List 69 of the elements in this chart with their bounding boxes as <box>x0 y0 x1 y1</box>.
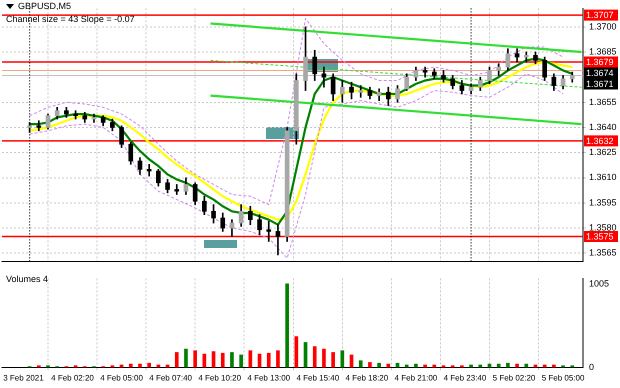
bar <box>524 364 528 368</box>
bar <box>496 364 501 368</box>
bar <box>285 283 289 368</box>
bar <box>258 354 262 368</box>
x-tick-label: 4 Feb 13:00 <box>247 373 291 382</box>
bar <box>248 350 252 368</box>
bar <box>120 364 124 368</box>
bar <box>331 352 335 368</box>
bar <box>488 364 492 368</box>
bar <box>184 348 188 368</box>
y-tick-label: 1.3595 <box>589 197 617 208</box>
chart-title: GBPUSD,M5 <box>18 1 72 11</box>
bar <box>322 348 326 368</box>
ref-line-label: 1.3679 <box>586 57 614 68</box>
y-tick-label: 1.3565 <box>589 248 617 258</box>
bar <box>350 354 354 368</box>
bar <box>239 354 243 368</box>
bar <box>534 364 538 368</box>
bar <box>138 364 142 368</box>
bar <box>515 364 519 368</box>
ref-line-label: 1.3671 <box>586 79 614 90</box>
y-tick-label: 1.3625 <box>589 147 617 158</box>
bar <box>193 350 197 368</box>
y-tick-label: 1.3610 <box>589 172 617 182</box>
bar <box>368 362 372 368</box>
y-tick-label: 1005 <box>589 278 610 288</box>
ref-line-label: 1.3674 <box>586 68 614 78</box>
bar <box>312 346 317 368</box>
y-tick-label: 1.3700 <box>589 21 617 32</box>
candlestick <box>92 114 96 123</box>
bar <box>396 362 400 368</box>
ref-line-label: 1.3632 <box>586 136 614 146</box>
ref-line-label: 1.3575 <box>586 231 614 242</box>
x-tick-label: 4 Feb 15:40 <box>296 373 340 382</box>
bar <box>414 364 418 368</box>
x-tick-label: 4 Feb 18:20 <box>346 373 389 382</box>
ref-line-label: 1.3707 <box>586 10 614 20</box>
candlestick <box>322 66 326 88</box>
bar <box>212 351 216 368</box>
y-tick-label: 1.3580 <box>589 222 617 233</box>
x-tick-label: 5 Feb 02:20 <box>492 373 536 382</box>
x-tick-label: 4 Feb 10:20 <box>198 373 242 382</box>
candlestick <box>276 224 280 256</box>
bar <box>230 352 234 368</box>
line-series <box>29 73 564 259</box>
bar <box>266 352 271 368</box>
y-tick-label: 1.3655 <box>589 96 617 107</box>
annotation: Channel size = 43 Slope = -0.07 <box>6 14 135 24</box>
bar <box>276 350 280 368</box>
bar <box>294 336 298 368</box>
bar <box>220 352 225 368</box>
x-tick-label: 5 Feb 05:00 <box>542 373 585 382</box>
bar <box>386 364 390 368</box>
y-tick-label: 0 <box>589 362 594 372</box>
x-tick-label: 4 Feb 05:00 <box>100 373 144 382</box>
x-tick-label: 4 Feb 07:40 <box>149 373 193 382</box>
bar <box>304 342 308 368</box>
chart-title: Volumes 4 <box>6 274 48 284</box>
x-tick-label: 3 Feb 2021 <box>3 373 44 382</box>
bar <box>202 354 206 368</box>
x-tick-label: 4 Feb 21:00 <box>394 373 438 382</box>
x-tick-label: 4 Feb 23:40 <box>444 373 487 382</box>
y-tick-label: 1.3685 <box>589 46 617 56</box>
bar <box>128 364 133 368</box>
bar <box>340 350 344 368</box>
bar <box>174 352 179 368</box>
x-tick-label: 4 Feb 02:20 <box>51 373 94 382</box>
bar <box>166 364 170 368</box>
y-tick-label: 1.3640 <box>589 122 617 132</box>
